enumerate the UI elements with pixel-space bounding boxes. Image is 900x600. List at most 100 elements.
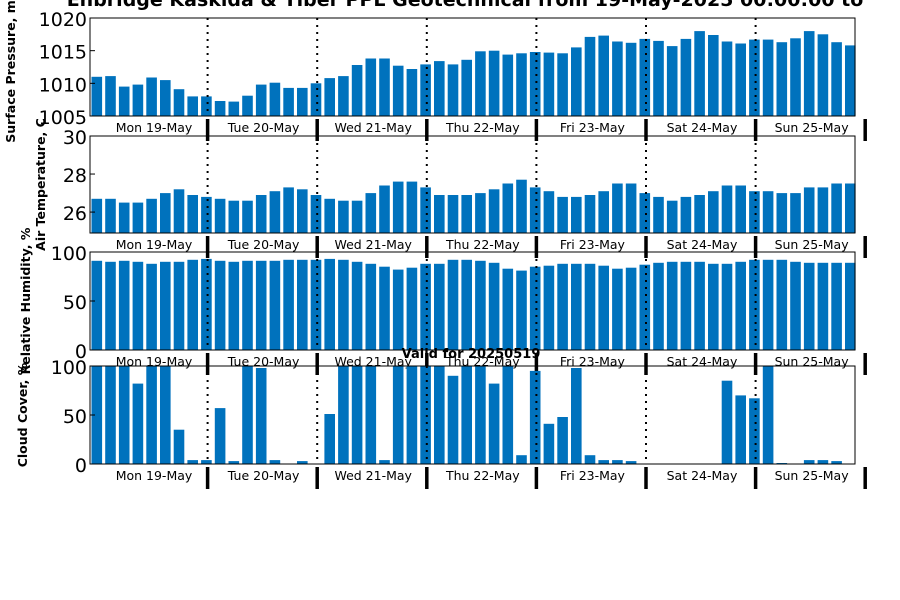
bar	[228, 200, 240, 233]
bar	[776, 259, 788, 350]
y-tick-label: 1015	[39, 42, 87, 64]
y-tick-label: 1020	[39, 9, 87, 31]
bar	[680, 38, 692, 116]
y-tick-label: 30	[63, 127, 87, 149]
bar	[529, 52, 541, 116]
x-day-label: Mon 19-May	[116, 354, 193, 369]
y-tick-label: 0	[75, 455, 87, 477]
bar	[817, 34, 829, 116]
bar	[488, 262, 500, 350]
bar	[516, 455, 527, 464]
bar	[406, 366, 418, 464]
bar	[475, 193, 486, 233]
bar	[214, 260, 226, 350]
bar	[790, 261, 801, 350]
x-day-label: Thu 22-May	[445, 120, 520, 135]
bar	[379, 460, 390, 464]
bar	[118, 202, 130, 233]
bar	[584, 263, 596, 350]
bar	[612, 460, 623, 464]
x-day-label: Thu 22-May	[445, 354, 520, 369]
x-day-label: Wed 21-May	[334, 237, 412, 252]
bar	[91, 76, 103, 116]
bar	[762, 39, 774, 116]
bar	[406, 181, 418, 233]
bar	[118, 260, 130, 350]
bar	[516, 270, 527, 350]
bar	[708, 35, 719, 116]
y-tick-label: 50	[63, 292, 87, 314]
bar	[817, 187, 829, 233]
bar	[255, 368, 267, 464]
bar	[406, 267, 418, 350]
bar	[406, 69, 418, 116]
x-day-label: Thu 22-May	[445, 468, 520, 483]
bar	[283, 259, 294, 350]
bar	[502, 54, 514, 116]
bar	[557, 196, 568, 233]
y-axis-label: Surface Pressure, mb	[3, 0, 18, 143]
bar	[434, 366, 445, 464]
bar	[146, 263, 157, 350]
bar	[242, 366, 253, 464]
bar	[146, 366, 157, 464]
bar	[680, 261, 692, 350]
bar	[118, 366, 130, 464]
bar	[598, 35, 609, 116]
bar	[269, 191, 281, 233]
bar	[488, 189, 500, 233]
bar	[571, 263, 582, 350]
y-axis-label: Cloud Cover, %	[15, 362, 30, 467]
bar	[735, 185, 746, 233]
bar	[379, 58, 390, 116]
bar	[557, 263, 568, 350]
bar	[338, 259, 349, 350]
bar	[324, 78, 335, 116]
bar	[721, 185, 733, 233]
bar	[776, 42, 788, 117]
bar	[666, 261, 678, 350]
x-day-label: Mon 19-May	[116, 468, 193, 483]
x-day-label: Wed 21-May	[334, 468, 412, 483]
bar	[790, 193, 801, 233]
bar	[132, 261, 144, 350]
panel-1: 1005 1010 1015 1020 Mon 19-May Tue 20-May Wed …	[3, 0, 867, 143]
bar	[201, 460, 212, 464]
bar	[351, 366, 363, 464]
y-tick-label: 100	[51, 357, 87, 379]
bar	[365, 193, 377, 233]
bar	[283, 87, 294, 116]
bar	[338, 200, 349, 233]
bar	[845, 45, 856, 116]
bar	[447, 195, 459, 233]
bar	[625, 42, 637, 116]
bar	[420, 187, 431, 233]
bar	[160, 366, 171, 464]
y-tick-label: 1010	[39, 74, 87, 96]
bar	[324, 198, 335, 233]
bar	[228, 101, 240, 116]
bar	[365, 263, 377, 350]
bar	[749, 259, 760, 350]
bar	[447, 375, 459, 464]
bar	[721, 380, 733, 464]
x-day-label: Sat 24-May	[667, 120, 738, 135]
bar	[694, 31, 705, 117]
bar	[803, 187, 815, 233]
bar	[214, 408, 226, 464]
bar	[434, 61, 445, 116]
bar	[160, 80, 171, 116]
x-day-label: Fri 23-May	[560, 237, 626, 252]
y-tick-label: 28	[63, 165, 87, 187]
chart-panels: 1005 1010 1015 1020 Mon 19-May Tue 20-May Wed …	[3, 0, 867, 489]
bar	[173, 89, 185, 116]
bar	[132, 383, 144, 464]
bar	[392, 366, 404, 464]
bar	[612, 268, 623, 350]
bar	[721, 263, 733, 350]
bar	[392, 65, 404, 116]
x-day-label: Wed 21-May	[334, 120, 412, 135]
panel-2: 26 28 30 Mon 19-May Tue 20-May Wed 21-May Thu …	[33, 118, 867, 258]
bar	[187, 259, 198, 350]
bar	[269, 82, 281, 116]
